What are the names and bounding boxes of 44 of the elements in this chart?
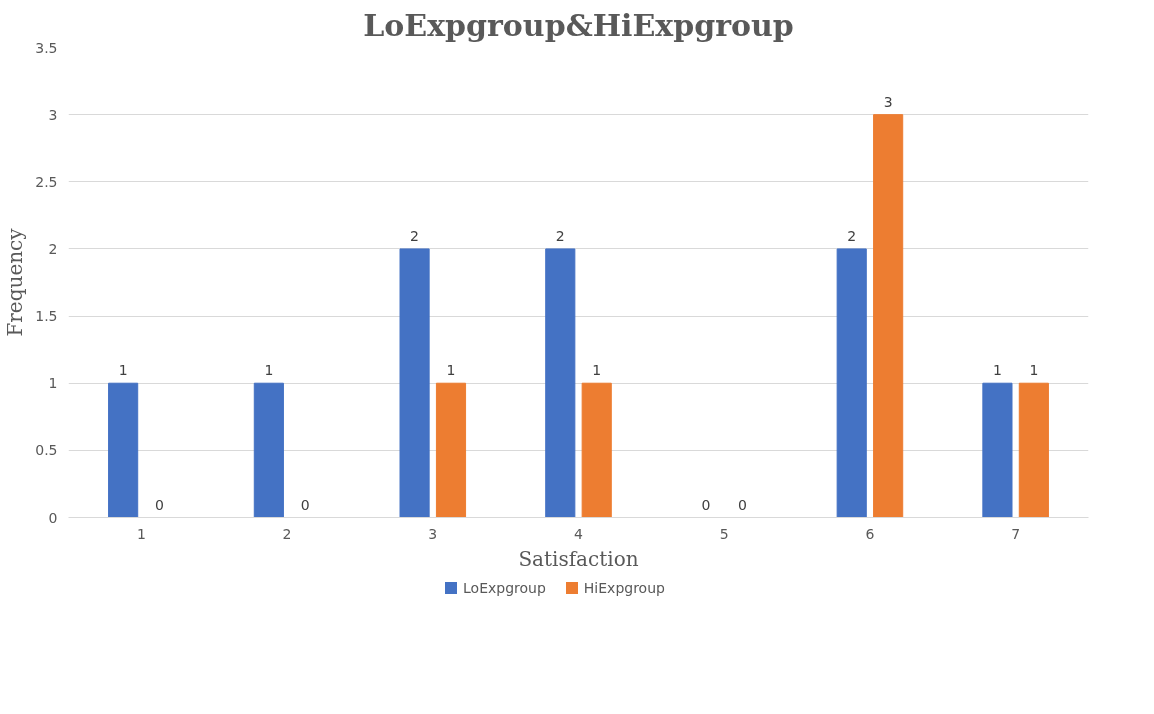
data-label: 0 (701, 496, 711, 513)
data-label: 2 (410, 227, 420, 244)
data-label: 1 (264, 362, 274, 379)
x-tick-label: 4 (574, 525, 584, 542)
bar (581, 382, 612, 518)
x-tick-label: 2 (282, 525, 292, 542)
legend-label: HiExpgroup (583, 579, 665, 598)
bar (982, 382, 1013, 518)
bar (253, 382, 284, 518)
data-label: 1 (1029, 362, 1039, 379)
y-tick-label: 0 (48, 509, 58, 526)
bar (873, 114, 904, 518)
data-label: 2 (555, 227, 565, 244)
x-tick-label: 6 (865, 525, 875, 542)
y-tick-label: 2 (48, 240, 58, 257)
bar (1018, 382, 1049, 518)
x-tick-label: 1 (136, 525, 146, 542)
data-label: 1 (592, 362, 602, 379)
y-tick-label: 1 (48, 375, 58, 392)
bar (435, 382, 467, 518)
x-axis-title: Satisfaction (518, 546, 639, 571)
bar (399, 248, 430, 518)
data-label: 1 (992, 362, 1002, 379)
y-tick-label: 3 (48, 106, 58, 123)
data-label: 1 (118, 362, 128, 379)
y-tick-label: 3.5 (35, 39, 58, 56)
data-label: 2 (847, 227, 857, 244)
y-tick-label: 2.5 (35, 173, 58, 190)
chart-title: LoExpgroup&HiExpgroup (363, 7, 794, 43)
data-label: 0 (300, 496, 310, 513)
data-label: 0 (737, 496, 747, 513)
x-tick-label: 5 (719, 525, 729, 542)
x-tick-label: 3 (428, 525, 438, 542)
data-label: 0 (155, 496, 165, 513)
data-label: 1 (446, 362, 456, 379)
y-tick-label: 0.5 (35, 442, 58, 459)
legend-label: LoExpgroup (463, 579, 546, 598)
bar (545, 248, 576, 518)
data-label: 3 (883, 93, 893, 110)
y-tick-label: 1.5 (35, 308, 58, 325)
x-tick-label: 7 (1011, 525, 1021, 542)
y-axis-title: Frequency (3, 227, 28, 337)
bar (108, 382, 139, 518)
bar (836, 248, 867, 518)
